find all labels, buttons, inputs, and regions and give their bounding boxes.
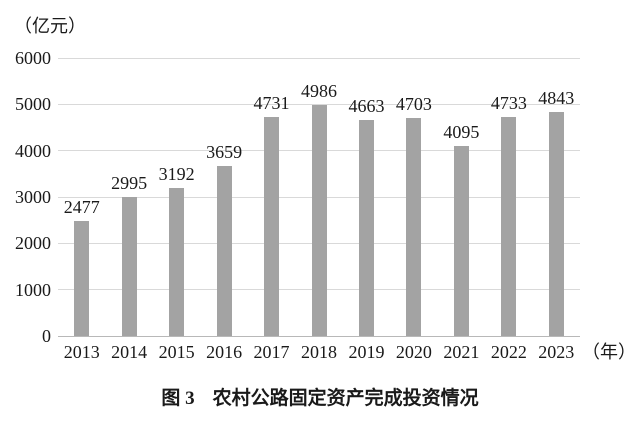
bar-value-label-2015: 3192 [158, 164, 195, 185]
y-axis-tick-label-2000: 2000 [15, 233, 51, 254]
bar-2013 [74, 221, 90, 336]
y-axis-tick-label-3000: 3000 [15, 187, 51, 207]
gridline-5000 [58, 103, 580, 105]
x-axis-tick-label-2019: 2019 [348, 342, 385, 362]
bar-value-label-2023: 4843 [538, 87, 575, 108]
gridline-6000 [58, 57, 580, 59]
bar-2015 [169, 188, 185, 336]
x-axis-tick-label-2021: 2021 [443, 342, 480, 362]
bar-value-label-2018: 4986 [301, 80, 337, 101]
bar-2019 [358, 119, 374, 336]
x-axis-tick-label-2020: 2020 [395, 342, 432, 362]
bar-2014 [121, 197, 137, 336]
bar-value-label-2017: 4731 [253, 92, 290, 113]
x-axis-unit-label: （年） [582, 342, 636, 362]
bar-value-label-2019: 4663 [348, 95, 385, 116]
bar-2023 [548, 111, 564, 336]
bar-2022 [501, 116, 517, 336]
bar-value-label-2014: 2995 [111, 173, 148, 194]
bar-value-label-2016: 3659 [206, 142, 243, 163]
bar-value-label-2013: 2477 [63, 197, 100, 218]
figure-caption: 图 3 农村公路固定资产完成投资情况 [0, 383, 640, 410]
y-axis-unit-label: （亿元） [14, 16, 86, 36]
x-axis-tick-label-2016: 2016 [206, 342, 243, 362]
x-axis-tick-label-2023: 2023 [538, 342, 575, 362]
bar-2021 [453, 146, 469, 336]
x-axis-tick-label-2015: 2015 [158, 342, 195, 362]
bar-value-label-2020: 4703 [395, 94, 432, 115]
y-axis-tick-label-1000: 1000 [15, 279, 51, 300]
bar-2020 [406, 118, 422, 336]
y-axis-tick-label-4000: 4000 [15, 140, 51, 161]
bar-2018 [311, 104, 327, 336]
bar-2017 [264, 116, 280, 336]
figure-caption-text: 农村公路固定资产完成投资情况 [212, 388, 479, 409]
x-axis-tick-label-2018: 2018 [301, 342, 337, 362]
y-axis-tick-label-6000: 6000 [15, 48, 51, 68]
bar-value-label-2022: 4733 [490, 92, 527, 113]
figure-caption-number: 图 3 [161, 388, 195, 409]
x-axis-tick-label-2014: 2014 [111, 342, 148, 362]
bar-2016 [216, 166, 232, 336]
x-axis-tick-label-2022: 2022 [490, 342, 527, 362]
bar-value-label-2021: 4095 [443, 122, 480, 143]
x-axis-tick-label-2013: 2013 [63, 342, 100, 362]
y-axis-tick-label-5000: 5000 [15, 94, 51, 115]
plot-area: 0 1000 2000 3000 4000 5000 6000 2477 2013 2995 201… [15, 48, 636, 362]
y-axis-tick-label-0: 0 [42, 326, 51, 346]
x-axis-tick-label-2017: 2017 [253, 342, 290, 362]
